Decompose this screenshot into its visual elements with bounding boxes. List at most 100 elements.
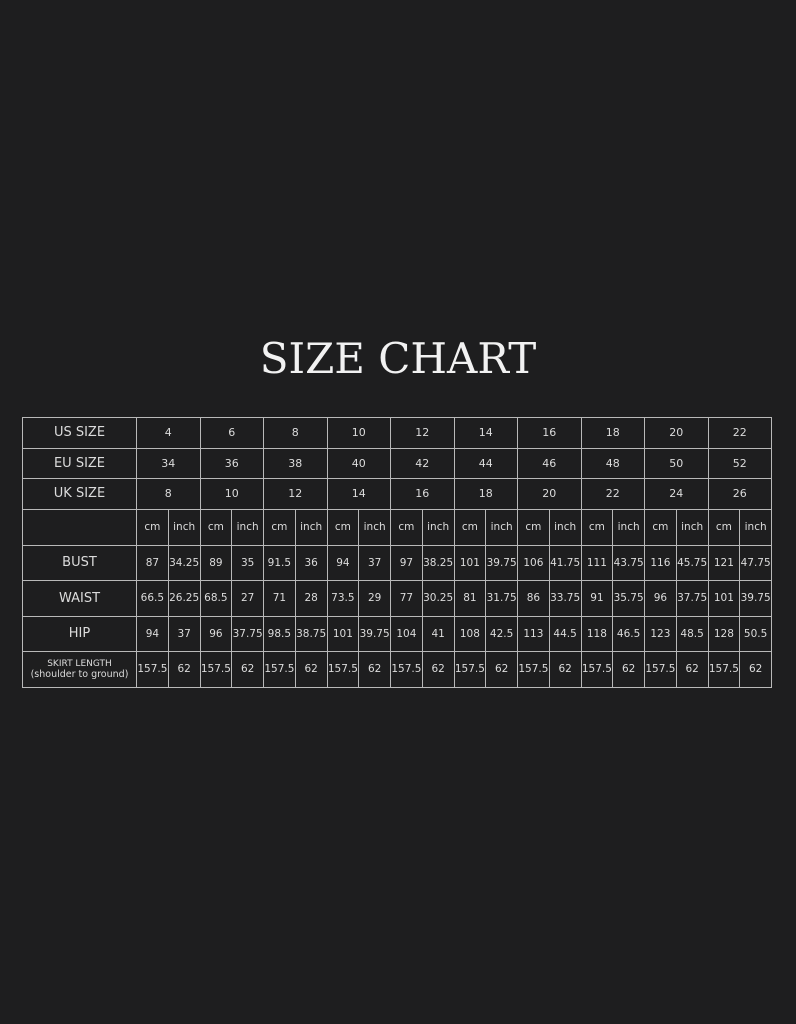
- size-cell: 18: [580, 417, 645, 449]
- size-cell: 22: [580, 478, 645, 510]
- size-cell: 38: [263, 447, 328, 479]
- measure-cell: 48.5: [675, 615, 709, 652]
- measure-cell: 113: [517, 615, 550, 652]
- measure-cell: 123: [644, 615, 677, 652]
- units-row: cm inch cm inch cm inch cm inch cm inch cm inch cm in…: [22, 508, 772, 546]
- unit-cell: inch: [421, 508, 455, 546]
- measure-cell: 157.5: [453, 651, 487, 688]
- measure-row: SKIRT LENGTH (shoulder to ground) 157.5 62 1…: [22, 651, 772, 688]
- size-cell: 6: [199, 417, 264, 449]
- row-label: US SIZE: [22, 417, 137, 449]
- row-label: EU SIZE: [22, 447, 137, 479]
- measure-cell: 86: [517, 580, 550, 617]
- measure-cell: 27: [231, 580, 264, 617]
- measure-cell: 157.5: [199, 651, 233, 688]
- measure-cell: 101: [707, 580, 741, 617]
- measure-cell: 111: [580, 544, 614, 581]
- measure-cell: 91: [580, 580, 614, 617]
- size-cell: 12: [263, 478, 328, 510]
- measure-cell: 62: [739, 651, 772, 688]
- size-cell: 4: [136, 417, 201, 449]
- unit-cell: cm: [644, 508, 677, 546]
- measure-cell: 41.75: [548, 544, 582, 581]
- unit-cell: inch: [675, 508, 709, 546]
- unit-cell: inch: [739, 508, 772, 546]
- measure-cell: 157.5: [136, 651, 169, 688]
- unit-cell: inch: [294, 508, 328, 546]
- measure-row: HIP 94 37 96 37.75 98.5 38.75 101 39.75 104 41 108 4…: [22, 615, 772, 652]
- measure-cell: 62: [167, 651, 201, 688]
- measure-cell: 37.75: [675, 580, 709, 617]
- measure-cell: 46.5: [612, 615, 645, 652]
- size-cell: 16: [390, 478, 455, 510]
- size-row: US SIZE 4 6 8 10 12 14 16 18 20 22: [22, 417, 772, 449]
- measure-cell: 157.5: [644, 651, 677, 688]
- measure-cell: 118: [580, 615, 614, 652]
- row-label: UK SIZE: [22, 478, 137, 510]
- measure-cell: 96: [199, 615, 233, 652]
- row-label: BUST: [22, 544, 137, 581]
- measure-cell: 62: [675, 651, 709, 688]
- measure-cell: 62: [485, 651, 518, 688]
- measure-cell: 101: [453, 544, 487, 581]
- measure-cell: 62: [358, 651, 391, 688]
- measure-cell: 39.75: [739, 580, 772, 617]
- measure-cell: 94: [136, 615, 169, 652]
- row-label-main: SKIRT LENGTH: [47, 658, 112, 669]
- size-cell: 26: [707, 478, 772, 510]
- unit-cell: inch: [548, 508, 582, 546]
- size-cell: 18: [453, 478, 518, 510]
- measure-cell: 71: [263, 580, 296, 617]
- unit-cell: cm: [390, 508, 423, 546]
- measure-cell: 66.5: [136, 580, 169, 617]
- measure-cell: 128: [707, 615, 741, 652]
- row-label: HIP: [22, 615, 137, 652]
- measure-cell: 98.5: [263, 615, 296, 652]
- measure-cell: 39.75: [485, 544, 518, 581]
- measure-cell: 89: [199, 544, 233, 581]
- measure-cell: 41: [421, 615, 455, 652]
- measure-cell: 31.75: [485, 580, 518, 617]
- size-cell: 40: [326, 447, 391, 479]
- measure-cell: 101: [326, 615, 360, 652]
- size-cell: 20: [644, 417, 709, 449]
- measure-cell: 81: [453, 580, 487, 617]
- measure-cell: 42.5: [485, 615, 518, 652]
- measure-cell: 62: [231, 651, 264, 688]
- row-label: SKIRT LENGTH (shoulder to ground): [22, 651, 137, 688]
- measure-cell: 157.5: [707, 651, 741, 688]
- row-label: WAIST: [22, 580, 137, 617]
- measure-cell: 157.5: [390, 651, 423, 688]
- measure-cell: 34.25: [167, 544, 201, 581]
- measure-cell: 68.5: [199, 580, 233, 617]
- measure-cell: 87: [136, 544, 169, 581]
- measure-cell: 37: [358, 544, 391, 581]
- size-cell: 46: [517, 447, 582, 479]
- measure-cell: 35: [231, 544, 264, 581]
- measure-cell: 37.75: [231, 615, 264, 652]
- measure-cell: 45.75: [675, 544, 709, 581]
- unit-cell: inch: [231, 508, 264, 546]
- measure-cell: 96: [644, 580, 677, 617]
- size-cell: 52: [707, 447, 772, 479]
- size-row: EU SIZE 34 36 38 40 42 44 46 48 50 52: [22, 447, 772, 479]
- measure-cell: 94: [326, 544, 360, 581]
- unit-cell: cm: [326, 508, 360, 546]
- measure-row: BUST 87 34.25 89 35 91.5 36 94 37 97 38.25 101 39.75…: [22, 544, 772, 581]
- measure-cell: 33.75: [548, 580, 582, 617]
- measure-cell: 157.5: [580, 651, 614, 688]
- empty-cell: [22, 508, 137, 546]
- size-cell: 10: [199, 478, 264, 510]
- measure-cell: 28: [294, 580, 328, 617]
- measure-cell: 44.5: [548, 615, 582, 652]
- measure-cell: 38.75: [294, 615, 328, 652]
- size-row: UK SIZE 8 10 12 14 16 18 20 22 24 26: [22, 478, 772, 510]
- size-cell: 8: [136, 478, 201, 510]
- size-table: US SIZE 4 6 8 10 12 14 16 18 20 22 EU SIZE 34 36 38 40 4…: [22, 417, 772, 688]
- measure-cell: 36: [294, 544, 328, 581]
- unit-cell: cm: [580, 508, 614, 546]
- measure-cell: 39.75: [358, 615, 391, 652]
- measure-cell: 29: [358, 580, 391, 617]
- measure-row: WAIST 66.5 26.25 68.5 27 71 28 73.5 29 77 30.25 81 3…: [22, 580, 772, 617]
- size-cell: 42: [390, 447, 455, 479]
